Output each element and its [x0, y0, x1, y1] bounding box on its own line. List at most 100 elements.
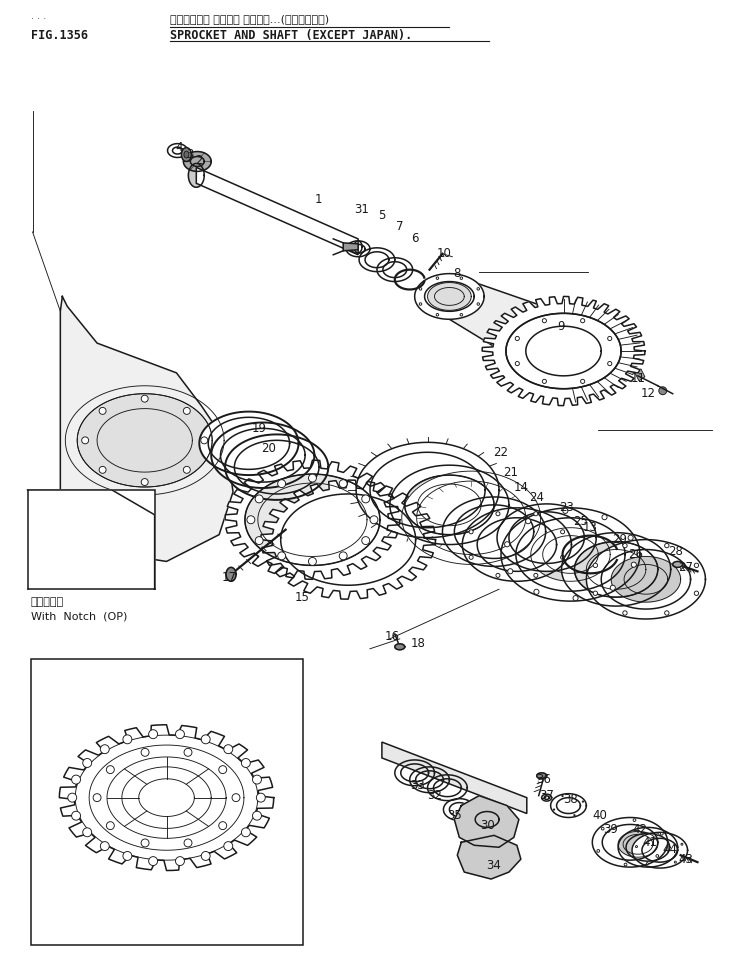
Polygon shape	[531, 528, 610, 581]
Circle shape	[681, 843, 683, 845]
Text: スプロケット オヨビー シャフト...(カイガイネヨ): スプロケット オヨビー シャフト...(カイガイネヨ)	[170, 14, 329, 23]
Polygon shape	[212, 423, 315, 488]
Polygon shape	[497, 504, 596, 572]
Circle shape	[542, 379, 546, 384]
Circle shape	[581, 379, 584, 384]
Text: 38: 38	[563, 793, 578, 806]
Polygon shape	[354, 241, 362, 253]
Text: 20: 20	[262, 442, 276, 455]
Polygon shape	[415, 274, 484, 319]
Circle shape	[184, 407, 190, 414]
Circle shape	[525, 518, 531, 524]
Circle shape	[184, 467, 190, 473]
Polygon shape	[506, 314, 621, 389]
Circle shape	[175, 730, 184, 738]
Text: 40: 40	[593, 809, 608, 822]
Circle shape	[460, 314, 463, 316]
Circle shape	[278, 552, 286, 560]
Text: 1: 1	[315, 193, 322, 206]
Text: 15: 15	[295, 590, 310, 604]
Circle shape	[460, 277, 463, 280]
Polygon shape	[226, 568, 236, 581]
Polygon shape	[551, 794, 587, 817]
Text: 44: 44	[663, 843, 677, 856]
Polygon shape	[395, 644, 405, 650]
Circle shape	[534, 511, 538, 516]
Circle shape	[505, 542, 510, 546]
Circle shape	[496, 574, 500, 578]
Circle shape	[496, 511, 500, 516]
Circle shape	[99, 467, 106, 473]
Polygon shape	[450, 274, 564, 389]
Text: 42: 42	[632, 823, 647, 836]
Circle shape	[656, 854, 659, 857]
Text: 29: 29	[612, 533, 628, 546]
Text: 34: 34	[486, 859, 501, 872]
Circle shape	[561, 555, 565, 559]
Circle shape	[553, 809, 555, 810]
Text: 35: 35	[447, 809, 461, 822]
Circle shape	[175, 857, 184, 866]
Circle shape	[242, 828, 251, 837]
Circle shape	[574, 814, 575, 816]
Text: 17: 17	[222, 571, 237, 583]
Text: SPROCKET AND SHAFT (EXCEPT JAPAN).: SPROCKET AND SHAFT (EXCEPT JAPAN).	[170, 29, 412, 43]
Polygon shape	[587, 540, 705, 619]
Text: 5: 5	[378, 208, 385, 221]
Circle shape	[602, 514, 607, 520]
FancyBboxPatch shape	[27, 490, 155, 589]
Circle shape	[309, 557, 316, 565]
Polygon shape	[427, 282, 471, 311]
Text: 23: 23	[559, 502, 574, 514]
Text: 16: 16	[384, 630, 399, 644]
Circle shape	[665, 611, 669, 616]
Circle shape	[561, 530, 565, 534]
Polygon shape	[574, 542, 658, 597]
Text: 18: 18	[411, 637, 425, 651]
Text: 26: 26	[629, 548, 643, 561]
Circle shape	[562, 796, 563, 797]
Text: 4: 4	[175, 141, 184, 154]
Circle shape	[659, 387, 667, 394]
Text: 25: 25	[573, 515, 588, 528]
Circle shape	[309, 474, 316, 482]
Polygon shape	[635, 369, 645, 381]
Text: 13: 13	[583, 521, 598, 534]
Circle shape	[141, 748, 149, 756]
Circle shape	[141, 839, 149, 847]
Circle shape	[253, 775, 262, 784]
Circle shape	[201, 851, 210, 860]
Circle shape	[582, 801, 584, 803]
Polygon shape	[225, 460, 399, 580]
Circle shape	[278, 479, 286, 488]
Circle shape	[219, 822, 227, 830]
Circle shape	[247, 516, 255, 524]
Text: 45: 45	[38, 497, 57, 511]
Circle shape	[419, 287, 422, 290]
Circle shape	[628, 535, 633, 541]
Circle shape	[515, 361, 520, 365]
Circle shape	[142, 395, 148, 402]
Circle shape	[242, 759, 251, 768]
Polygon shape	[346, 241, 370, 257]
Circle shape	[635, 845, 638, 847]
Polygon shape	[475, 811, 499, 828]
Text: 43: 43	[678, 852, 693, 866]
Text: 10: 10	[437, 247, 452, 260]
Polygon shape	[593, 817, 668, 867]
Circle shape	[573, 595, 578, 601]
Circle shape	[100, 842, 109, 850]
Text: 7: 7	[396, 220, 404, 234]
Circle shape	[71, 775, 80, 784]
Text: 30: 30	[480, 819, 495, 832]
Polygon shape	[537, 772, 547, 779]
Circle shape	[597, 849, 600, 852]
Polygon shape	[402, 471, 541, 564]
Circle shape	[608, 361, 612, 365]
Circle shape	[477, 287, 480, 290]
Polygon shape	[343, 243, 358, 250]
Text: 22: 22	[494, 446, 509, 459]
Circle shape	[534, 589, 539, 594]
Circle shape	[99, 407, 106, 414]
Polygon shape	[427, 774, 467, 801]
